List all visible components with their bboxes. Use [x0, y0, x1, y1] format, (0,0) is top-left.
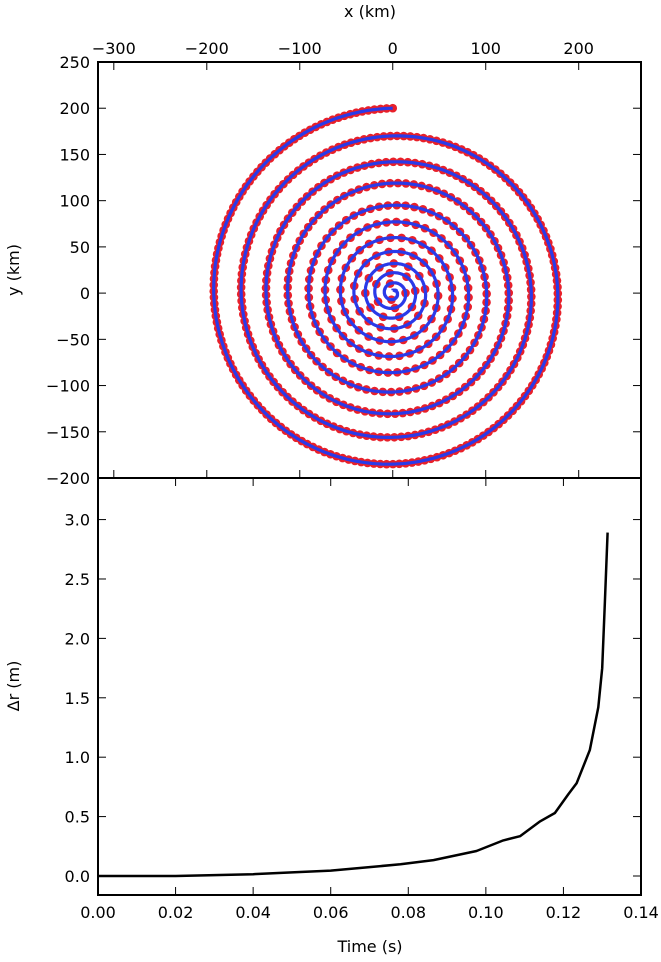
y-tick-label: −200 — [46, 469, 90, 488]
top-x-axis-label: x (km) — [344, 2, 396, 21]
x-tick-label: 0.02 — [158, 903, 194, 922]
x-tick-label: 0.12 — [546, 903, 582, 922]
bottom-x-axis-label: Time (s) — [336, 937, 402, 956]
y-tick-label: 0 — [80, 284, 90, 303]
y-tick-label: −50 — [56, 330, 90, 349]
x-tick-label: −100 — [278, 39, 322, 58]
y-tick-label: −100 — [46, 377, 90, 396]
y-tick-label: 0.0 — [65, 867, 90, 886]
delta-r-line — [98, 532, 609, 878]
y-tick-label: 0.5 — [65, 808, 90, 827]
x-tick-label: 200 — [563, 39, 594, 58]
trajectory-line — [212, 106, 560, 466]
x-tick-label: 0.10 — [468, 903, 504, 922]
plot-frame — [97, 477, 642, 896]
x-tick-label: −200 — [185, 39, 229, 58]
sample-marker — [388, 103, 398, 113]
y-tick-label: 50 — [70, 238, 90, 257]
x-tick-label: 0.08 — [390, 903, 426, 922]
x-tick-label: 0.00 — [80, 903, 116, 922]
x-tick-label: 0.06 — [313, 903, 349, 922]
y-tick-label: 2.5 — [65, 570, 90, 589]
x-tick-label: −300 — [92, 39, 136, 58]
x-tick-label: 0.04 — [235, 903, 271, 922]
y-tick-label: −150 — [46, 423, 90, 442]
y-tick-label: 2.0 — [65, 629, 90, 648]
y-tick-label: 150 — [59, 145, 90, 164]
spiral-plot: −300 −200 −100 0 100 200 250 200 150 100 50 0 −50 −10… — [46, 39, 642, 488]
y-tick-label: 200 — [59, 99, 90, 118]
y-tick-label: 250 — [59, 53, 90, 72]
x-tick-label: 100 — [470, 39, 501, 58]
x-tick-label: 0 — [388, 39, 398, 58]
y-tick-label: 100 — [59, 192, 90, 211]
y-tick-label: 1.0 — [65, 748, 90, 767]
top-y-axis-label: y (km) — [4, 244, 23, 296]
y-tick-label: 1.5 — [65, 689, 90, 708]
delta-r-plot: 0.00 0.02 0.04 0.06 0.08 0.10 0.12 0.14 0.0 0.5 1.… — [65, 477, 659, 922]
x-tick-label: 0.14 — [623, 903, 659, 922]
y-tick-label: 3.0 — [65, 511, 90, 530]
bottom-y-axis-label: Δr (m) — [4, 661, 23, 712]
